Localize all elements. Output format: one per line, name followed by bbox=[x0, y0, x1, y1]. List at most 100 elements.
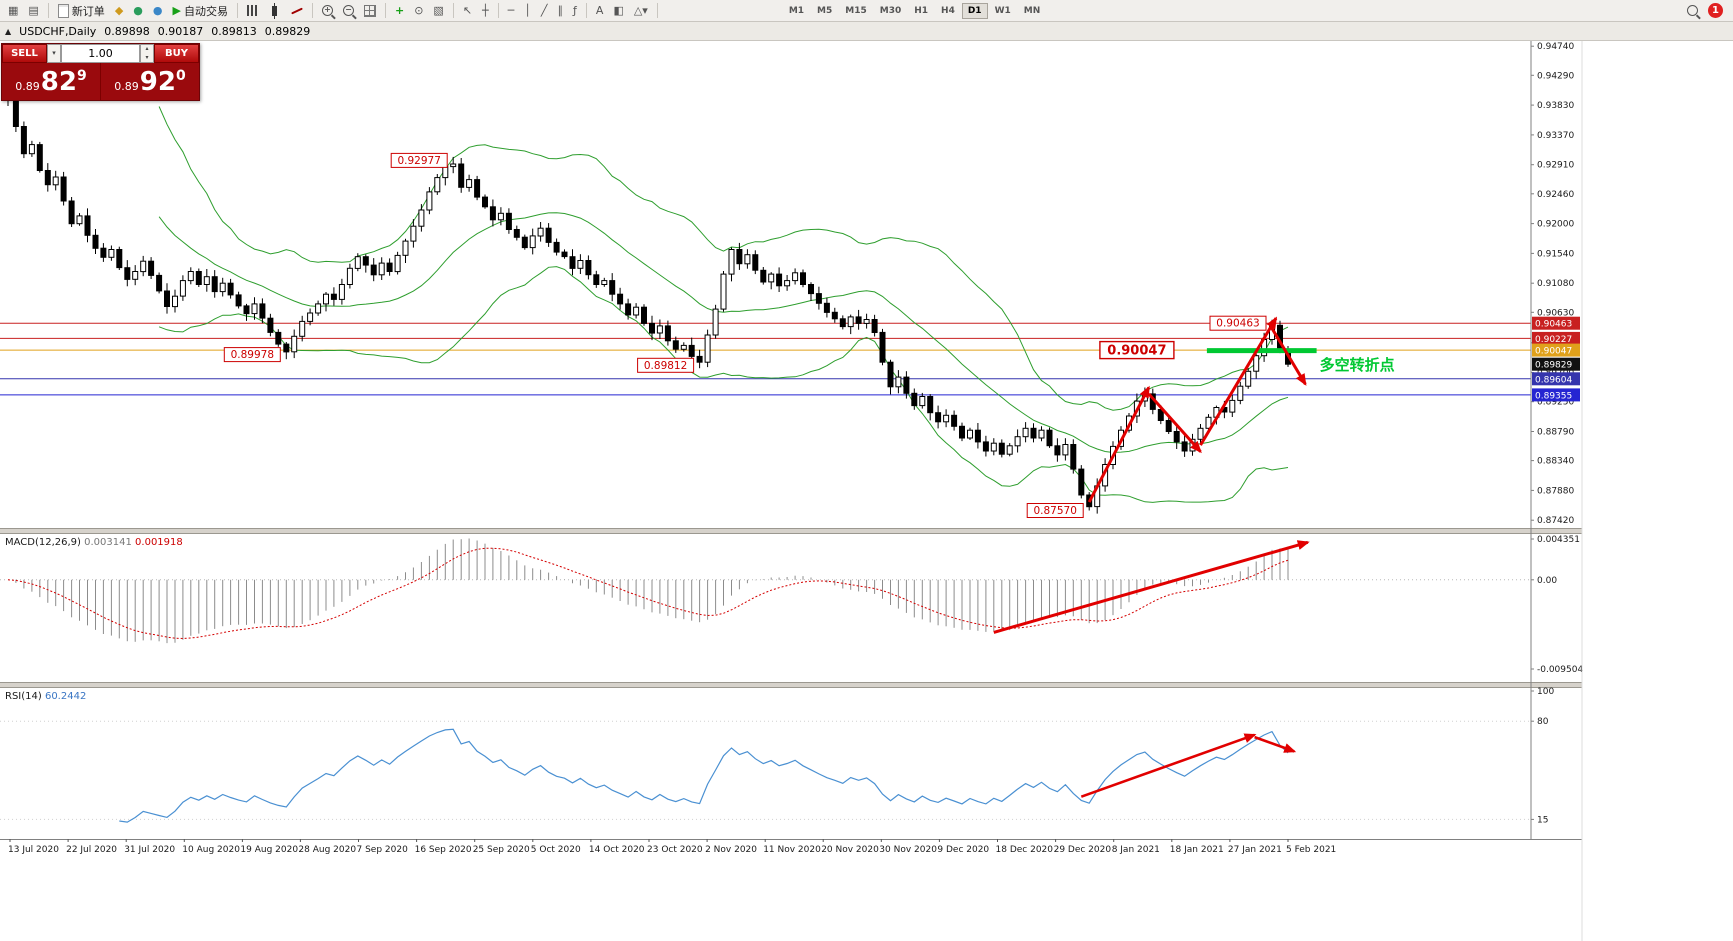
auto-trading-button-icon: ▶ bbox=[172, 4, 181, 17]
timeframe-h4[interactable]: H4 bbox=[935, 3, 961, 19]
tile-windows-icon[interactable] bbox=[360, 2, 380, 20]
turning-point-note[interactable]: 多空转折点 bbox=[1320, 356, 1395, 374]
search-icon[interactable] bbox=[1687, 5, 1698, 16]
chart-open-value: 0.89898 bbox=[104, 24, 150, 38]
chart-titlebar[interactable]: ▲ USDCHF,Daily 0.89898 0.90187 0.89813 0… bbox=[0, 22, 1733, 41]
metaeditor-icon[interactable]: ◆ bbox=[111, 2, 127, 20]
buy-button[interactable]: BUY bbox=[154, 44, 199, 63]
trend-arrows[interactable] bbox=[1087, 316, 1307, 503]
line-chart-icon[interactable] bbox=[287, 2, 307, 20]
hline-tool-icon[interactable]: ─ bbox=[504, 2, 519, 20]
text-tool-icon: A bbox=[595, 4, 604, 17]
trendline-tool-icon[interactable]: ╱ bbox=[537, 2, 552, 20]
sell-price[interactable]: 0.89 82 9 bbox=[2, 63, 101, 100]
notification-badge[interactable]: 1 bbox=[1708, 3, 1723, 18]
rsi-trend-arrow[interactable] bbox=[1080, 733, 1257, 798]
new-order-button[interactable]: 新订单 bbox=[54, 2, 109, 20]
auto-trading-button[interactable]: ▶ 自动交易 bbox=[169, 2, 232, 20]
macd-panel: MACD(12,26,9) 0.003141 0.001918 bbox=[0, 537, 1531, 644]
svg-text:27 Jan 2021: 27 Jan 2021 bbox=[1228, 845, 1282, 855]
price-label-box[interactable] bbox=[223, 347, 281, 363]
price-label-box[interactable] bbox=[1026, 503, 1084, 518]
macd-signal-line bbox=[7, 547, 1289, 640]
chart-collapse-icon[interactable]: ▲ bbox=[5, 26, 12, 36]
toolbar-separator bbox=[47, 3, 49, 18]
svg-text:31 Jul 2020: 31 Jul 2020 bbox=[124, 845, 175, 855]
metaeditor-icon: ◆ bbox=[114, 4, 124, 17]
panel-divider-2[interactable] bbox=[0, 682, 1582, 688]
svg-text:0.87420: 0.87420 bbox=[1537, 516, 1574, 526]
price-label-text: 0.92977 bbox=[397, 155, 440, 167]
label-tool-icon[interactable]: ◧ bbox=[609, 2, 627, 20]
timeframe-m30[interactable]: M30 bbox=[874, 3, 907, 19]
volume-dropdown-button[interactable]: ▾ bbox=[47, 44, 61, 63]
time-axis[interactable]: 13 Jul 2020 22 Jul 2020 31 Jul 2020 10 Aug … bbox=[0, 839, 1582, 855]
rsi-trend-arrow[interactable] bbox=[1254, 735, 1297, 753]
fibonacci-tool-icon[interactable]: ƒ bbox=[569, 2, 581, 20]
price-axis[interactable]: 0.94740 0.94290 0.93830 0.93370 0.92910 0.924… bbox=[1530, 41, 1583, 839]
vline-tool-icon[interactable]: │ bbox=[520, 2, 535, 20]
ohlc-bars-icon[interactable] bbox=[243, 2, 262, 20]
shapes-tool-icon[interactable]: △▾ bbox=[630, 2, 652, 20]
channel-tool-icon[interactable]: ∥ bbox=[554, 2, 568, 20]
timeframe-w1[interactable]: W1 bbox=[989, 3, 1017, 19]
sell-price-big: 82 bbox=[40, 66, 77, 97]
periods-dropdown-icon: ⊙ bbox=[414, 4, 424, 17]
toolbar-separator bbox=[585, 3, 587, 18]
trend-arrow[interactable] bbox=[1147, 392, 1202, 454]
timeframe-m5[interactable]: M5 bbox=[811, 3, 838, 19]
svg-text:13 Jul 2020: 13 Jul 2020 bbox=[8, 845, 59, 855]
zoom-in-icon[interactable] bbox=[318, 2, 337, 20]
trend-arrow[interactable] bbox=[1269, 325, 1307, 386]
chart-canvas[interactable]: 多空转折点 0.92977 0.89978 0.89812 0.87570 0.90463… bbox=[0, 41, 1733, 941]
timeframe-h1[interactable]: H1 bbox=[908, 3, 934, 19]
timeframe-m1[interactable]: M1 bbox=[783, 3, 810, 19]
svg-text:0.91540: 0.91540 bbox=[1537, 249, 1574, 259]
market-icon[interactable]: ● bbox=[149, 2, 167, 20]
buy-price-prefix: 0.89 bbox=[114, 79, 139, 93]
svg-text:30 Nov 2020: 30 Nov 2020 bbox=[879, 845, 937, 855]
periods-dropdown-icon[interactable]: ⊙ bbox=[410, 2, 427, 20]
timeframe-d1[interactable]: D1 bbox=[961, 2, 988, 19]
key-level-label-box[interactable] bbox=[1099, 340, 1175, 360]
cursor-tool-icon[interactable]: ↖ bbox=[459, 2, 476, 20]
rsi-panel: RSI(14) 60.2442 bbox=[0, 691, 1531, 823]
indicators-icon[interactable]: + bbox=[391, 2, 408, 20]
charts-grid-icon: ▦ bbox=[8, 4, 19, 17]
candlestick-chart-icon[interactable] bbox=[264, 2, 285, 20]
timeframe-m15[interactable]: M15 bbox=[839, 3, 872, 19]
chart-profiles-icon[interactable]: ▤ bbox=[24, 2, 42, 20]
price-labels[interactable]: 0.92977 0.89978 0.89812 0.87570 0.90463 0.900… bbox=[223, 152, 1267, 518]
crosshair-tool-icon[interactable]: ┼ bbox=[478, 2, 493, 20]
macd-label: MACD(12,26,9) 0.003141 0.001918 bbox=[5, 537, 183, 548]
volume-up-button[interactable]: ▴ bbox=[145, 45, 149, 52]
chart-background bbox=[0, 41, 1733, 941]
vline-tool-icon: │ bbox=[524, 4, 531, 17]
price-axis-badge: 0.90463 bbox=[1532, 316, 1580, 330]
svg-text:19 Aug 2020: 19 Aug 2020 bbox=[240, 845, 298, 855]
chart-high-value: 0.90187 bbox=[157, 24, 204, 38]
svg-text:20 Nov 2020: 20 Nov 2020 bbox=[821, 845, 879, 855]
text-tool-icon[interactable]: A bbox=[592, 2, 608, 20]
trend-arrow[interactable] bbox=[1199, 316, 1278, 446]
sell-button[interactable]: SELL bbox=[2, 44, 47, 63]
price-label-box[interactable] bbox=[1209, 315, 1267, 331]
trend-arrow[interactable] bbox=[1087, 385, 1151, 503]
fibonacci-tool-icon: ƒ bbox=[573, 4, 577, 17]
charts-grid-icon[interactable]: ▦ bbox=[4, 2, 22, 20]
volume-down-button[interactable]: ▾ bbox=[145, 53, 149, 61]
templates-icon[interactable]: ▧ bbox=[429, 2, 447, 20]
auto-trading-button-label: 自动交易 bbox=[183, 4, 228, 18]
panel-divider-1[interactable] bbox=[0, 528, 1582, 534]
price-label-box[interactable] bbox=[390, 152, 448, 168]
svg-text:0.92910: 0.92910 bbox=[1537, 161, 1574, 171]
price-label-box[interactable] bbox=[637, 357, 695, 373]
buy-price[interactable]: 0.89 92 0 bbox=[101, 63, 199, 100]
one-click-controls: SELL ▾ 1.00 ▴ ▾ BUY bbox=[2, 44, 199, 63]
macd-trend-arrow[interactable] bbox=[993, 540, 1310, 634]
volume-input[interactable]: 1.00 bbox=[61, 44, 140, 63]
community-icon[interactable]: ● bbox=[129, 2, 147, 20]
zoom-out-icon[interactable] bbox=[339, 2, 358, 20]
sell-price-prefix: 0.89 bbox=[15, 79, 40, 93]
timeframe-mn[interactable]: MN bbox=[1018, 3, 1047, 19]
